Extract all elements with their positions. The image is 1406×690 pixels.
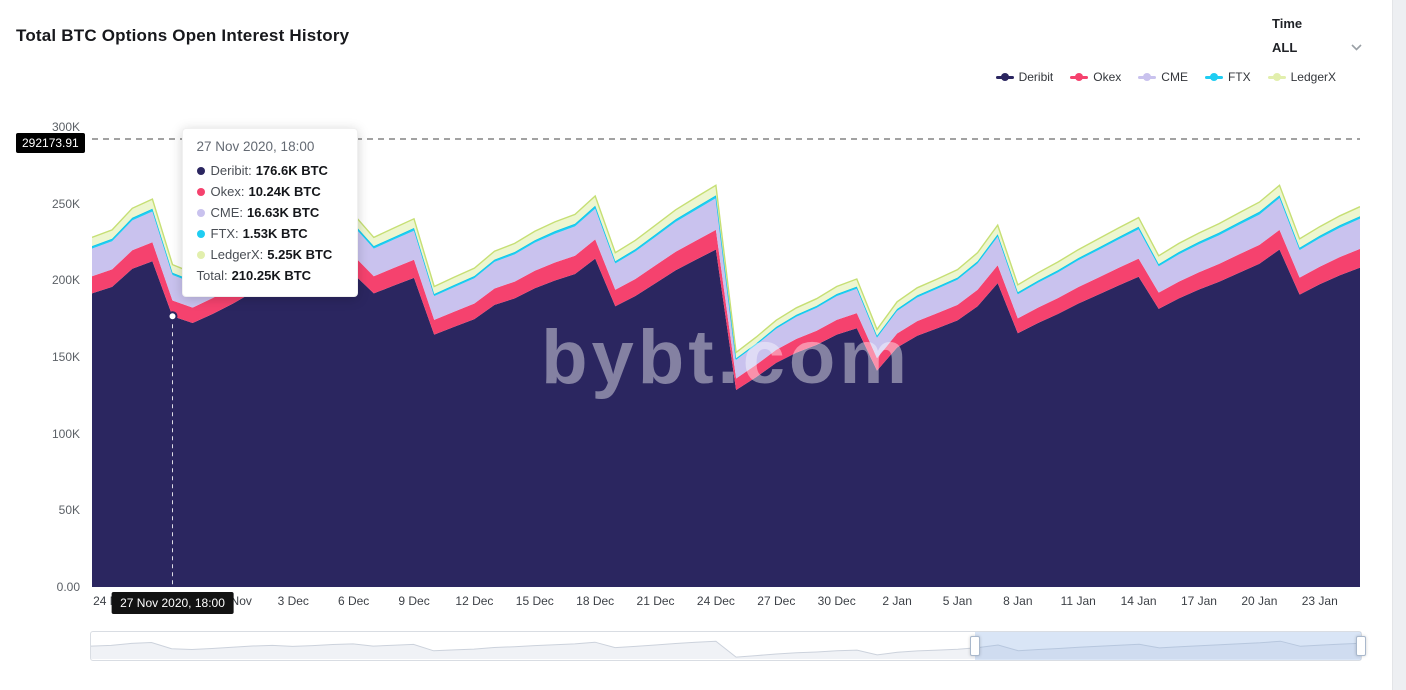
legend-label: Okex <box>1093 70 1122 84</box>
y-axis-label: 150K <box>51 350 80 364</box>
legend-item-cme[interactable]: CME <box>1138 70 1188 84</box>
tooltip-series-value: 1.53K BTC <box>242 226 308 241</box>
tooltip-series-value: 210.25K BTC <box>231 268 312 283</box>
tooltip-series-label: FTX: <box>210 226 239 241</box>
page-scrollbar-track[interactable] <box>1392 0 1406 690</box>
datazoom-right-handle[interactable] <box>1356 636 1366 656</box>
legend-label: LedgerX <box>1290 70 1336 84</box>
tooltip-row-ledgerx: LedgerX: 5.25K BTC <box>196 244 343 265</box>
y-axis-label: 200K <box>51 273 80 288</box>
series-color-dot <box>196 208 205 217</box>
y-axis-label: 300K <box>51 120 80 134</box>
series-color-dot <box>196 187 205 196</box>
series-color-dot <box>196 166 205 175</box>
datazoom-slider[interactable] <box>90 631 1366 661</box>
x-axis-label: 5 Jan <box>942 594 973 608</box>
chevron-down-icon <box>1351 44 1362 51</box>
hover-point-marker <box>167 311 178 322</box>
x-axis-label: 14 Jan <box>1120 594 1157 608</box>
legend-marker-icon <box>1204 73 1223 81</box>
series-color-dot <box>196 229 205 238</box>
legend-item-ftx[interactable]: FTX <box>1204 70 1251 84</box>
series-area-deribit <box>92 249 1360 587</box>
tooltip-series-label: Deribit: <box>210 163 252 178</box>
legend-marker-icon <box>1070 73 1089 81</box>
datazoom-left-handle[interactable] <box>969 636 980 656</box>
legend-item-ledgerx[interactable]: LedgerX <box>1267 70 1336 84</box>
series-area-cme <box>92 198 1360 379</box>
tooltip-series-label: CME: <box>210 205 244 220</box>
tooltip-series-value: 176.6K BTC <box>255 163 328 178</box>
options-open-interest-chart[interactable] <box>92 127 1360 587</box>
y-axis-label: 50K <box>58 503 80 518</box>
chart-tooltip: 27 Nov 2020, 18:00 Deribit: 176.6K BTC Oke… <box>181 128 358 297</box>
tooltip-rows: Deribit: 176.6K BTC Okex: 10.24K BTC CME: 16.… <box>196 160 343 286</box>
tooltip-row-deribit: Deribit: 176.6K BTC <box>196 160 343 181</box>
legend-marker-icon <box>1267 73 1286 81</box>
x-axis-label: 21 Dec <box>636 594 675 608</box>
x-axis-label: 6 Dec <box>337 594 370 608</box>
tooltip-row-ftx: FTX: 1.53K BTC <box>196 223 343 244</box>
tooltip-datetime: 27 Nov 2020, 18:00 <box>196 139 315 154</box>
datazoom-selection[interactable] <box>974 632 1361 660</box>
datazoom-shadow-line <box>91 640 1361 658</box>
legend-label: CME <box>1161 70 1188 84</box>
max-value-label: 292173.91 <box>16 133 85 153</box>
x-axis-label: 11 Jan <box>1060 594 1096 608</box>
tooltip-series-value: 5.25K BTC <box>267 247 333 262</box>
legend-marker-icon <box>1138 73 1157 81</box>
x-axis-label: 15 Dec <box>515 594 554 608</box>
y-axis-label: 250K <box>51 196 80 211</box>
time-filter: Time ALL <box>1272 16 1362 55</box>
y-axis-label: 0.00 <box>56 580 80 594</box>
x-axis-label: 23 Jan <box>1301 594 1338 608</box>
x-axis-label: 9 Dec <box>398 594 430 608</box>
tooltip-series-label: Total: <box>196 268 228 283</box>
legend-item-deribit[interactable]: Deribit <box>995 70 1054 84</box>
tooltip-series-label: Okex: <box>210 184 245 199</box>
y-axis-label: 100K <box>51 426 80 441</box>
tooltip-row-okex: Okex: 10.24K BTC <box>196 181 343 202</box>
time-range-select[interactable]: ALL <box>1272 40 1362 55</box>
series-area-okex <box>92 229 1360 390</box>
x-axis-label: 30 Dec <box>817 594 856 608</box>
x-axis-label: 2 Jan <box>882 594 912 608</box>
tooltip-series-value: 10.24K BTC <box>248 184 321 199</box>
x-axis-label: 18 Dec <box>576 594 615 608</box>
legend-marker-icon <box>995 73 1014 81</box>
legend-label: FTX <box>1227 70 1251 84</box>
tooltip-series-label: LedgerX: <box>210 247 264 262</box>
tooltip-row-cme: CME: 16.63K BTC <box>196 202 343 223</box>
axis-pointer-label: 27 Nov 2020, 18:00 <box>111 592 234 614</box>
x-axis-label: 20 Jan <box>1241 594 1278 608</box>
time-filter-label: Time <box>1272 16 1303 31</box>
x-axis-label: 8 Jan <box>1003 594 1033 608</box>
tooltip-row-total: Total: 210.25K BTC <box>197 265 343 286</box>
series-color-dot <box>196 250 205 259</box>
legend-label: Deribit <box>1018 70 1054 84</box>
tooltip-series-value: 16.63K BTC <box>247 205 320 220</box>
x-axis-label: 3 Dec <box>277 594 309 608</box>
legend-item-okex[interactable]: Okex <box>1070 70 1121 84</box>
x-axis-label: 27 Dec <box>757 594 796 608</box>
legend: Deribit Okex CME FTX LedgerX <box>995 70 1336 84</box>
time-range-value: ALL <box>1272 40 1298 55</box>
page-title: Total BTC Options Open Interest History <box>16 26 350 45</box>
datazoom-data-shadow <box>91 640 1361 659</box>
datazoom-shadow-area <box>91 641 1361 659</box>
x-axis-label: 24 Dec <box>696 594 735 608</box>
x-axis-label: 12 Dec <box>455 594 494 608</box>
x-axis-label: 17 Jan <box>1180 594 1217 608</box>
